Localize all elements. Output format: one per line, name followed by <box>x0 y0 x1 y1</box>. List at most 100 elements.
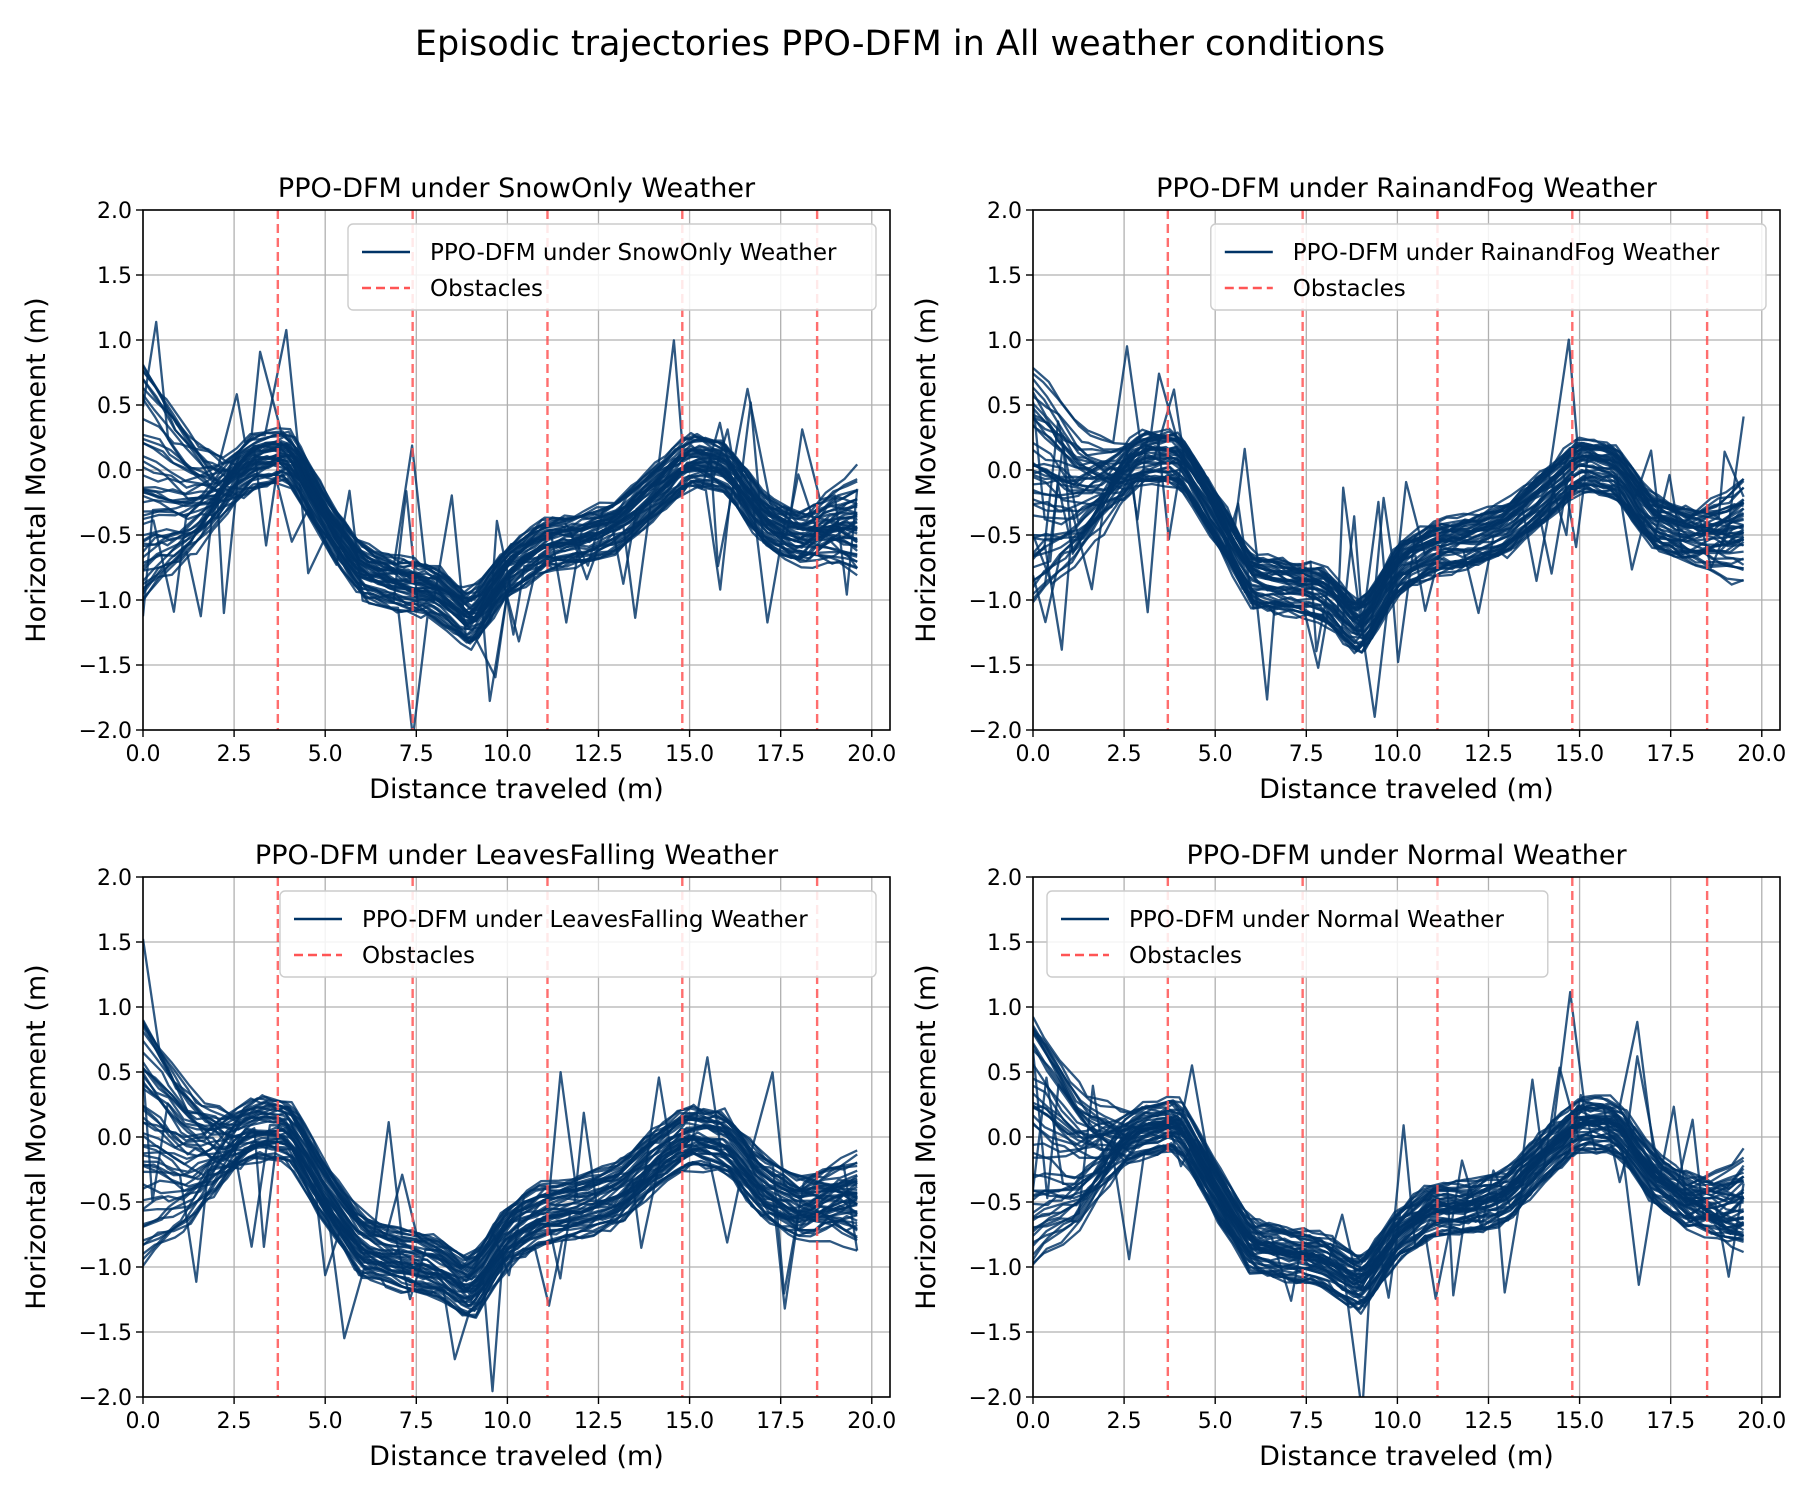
y-tick-label: −1.0 <box>969 1256 1022 1281</box>
y-tick-label: 0.0 <box>97 1126 132 1151</box>
trajectory-line <box>1033 378 1744 634</box>
figure-title: Episodic trajectories PPO-DFM in All wea… <box>415 24 1385 64</box>
x-tick-label: 15.0 <box>665 742 714 767</box>
trajectory-line <box>143 1145 858 1304</box>
x-tick-label: 7.5 <box>1289 1409 1324 1434</box>
x-tick-label: 20.0 <box>847 1409 896 1434</box>
y-tick-label: 0.5 <box>987 394 1022 419</box>
x-tick-label: 2.5 <box>217 742 252 767</box>
legend-label-trajectory: PPO-DFM under RainandFog Weather <box>1293 240 1720 266</box>
y-tick-label: −2.0 <box>969 1386 1022 1411</box>
panel-title: PPO-DFM under RainandFog Weather <box>1156 173 1658 204</box>
trajectory-line <box>1033 1120 1744 1291</box>
x-tick-label: 7.5 <box>1289 742 1324 767</box>
y-tick-label: 0.5 <box>97 394 132 419</box>
trajectory-line <box>1033 1101 1744 1261</box>
x-tick-label: 10.0 <box>483 1409 532 1434</box>
x-axis-label: Distance traveled (m) <box>369 774 664 805</box>
y-tick-label: 2.0 <box>97 199 132 224</box>
x-tick-label: 17.5 <box>1646 1409 1695 1434</box>
trajectory-line <box>143 1083 858 1291</box>
y-tick-label: 1.5 <box>97 931 132 956</box>
x-axis-label: Distance traveled (m) <box>1259 774 1554 805</box>
trajectory-line <box>1033 479 1745 654</box>
y-tick-label: 1.0 <box>987 996 1022 1021</box>
trajectories <box>1033 990 1745 1397</box>
legend-box <box>1046 890 1549 978</box>
y-tick-label: 2.0 <box>987 866 1022 891</box>
x-tick-label: 2.5 <box>217 1409 252 1434</box>
ticks: 0.0 2.5 5.0 7.5 10.0 12.5 15.0 17.5 20.0 −2.0 −1.5… <box>969 199 1787 767</box>
x-axis-label: Distance traveled (m) <box>369 1441 664 1472</box>
y-tick-label: 1.0 <box>97 996 132 1021</box>
trajectory-line <box>143 1074 858 1269</box>
trajectory-line <box>1033 436 1745 612</box>
x-tick-label: 20.0 <box>1737 742 1786 767</box>
y-tick-label: −1.5 <box>79 654 132 679</box>
x-tick-label: 20.0 <box>847 742 896 767</box>
trajectory-line <box>143 1122 858 1282</box>
trajectory-line <box>143 1152 858 1314</box>
trajectory-line <box>1033 445 1745 623</box>
legend-label-trajectory: PPO-DFM under SnowOnly Weather <box>430 240 837 266</box>
y-axis-label: Horizontal Movement (m) <box>911 964 942 1309</box>
trajectory-line <box>143 1067 858 1295</box>
x-tick-label: 10.0 <box>1373 1409 1422 1434</box>
trajectory-line <box>1033 482 1745 651</box>
x-tick-label: 17.5 <box>756 742 805 767</box>
y-tick-label: 0.5 <box>97 1061 132 1086</box>
y-tick-label: 0.5 <box>987 1061 1022 1086</box>
legend: PPO-DFM under LeavesFalling Weather Obsta… <box>279 890 877 978</box>
x-tick-label: 5.0 <box>308 742 343 767</box>
x-tick-label: 12.5 <box>574 742 623 767</box>
y-tick-label: 0.0 <box>987 1126 1022 1151</box>
legend-box <box>279 890 877 978</box>
y-tick-label: 2.0 <box>97 866 132 891</box>
trajectory-line <box>143 472 858 644</box>
y-axis-label: Horizontal Movement (m) <box>21 964 52 1309</box>
x-tick-label: 12.5 <box>574 1409 623 1434</box>
trajectory-line <box>1033 1063 1745 1304</box>
trajectory-line <box>143 433 859 613</box>
x-tick-label: 20.0 <box>1737 1409 1786 1434</box>
x-tick-label: 12.5 <box>1464 742 1513 767</box>
legend: PPO-DFM under Normal Weather Obstacles <box>1046 890 1549 978</box>
x-tick-label: 5.0 <box>308 1409 343 1434</box>
trajectory-line <box>143 378 858 619</box>
y-tick-label: −0.5 <box>79 1191 132 1216</box>
x-tick-label: 15.0 <box>1555 742 1604 767</box>
x-tick-label: 0.0 <box>1016 742 1051 767</box>
trajectory-line <box>1033 402 1745 633</box>
trajectory-line <box>143 1025 858 1393</box>
y-axis-label: Horizontal Movement (m) <box>21 297 52 642</box>
legend-box <box>347 223 877 311</box>
y-tick-label: −0.5 <box>969 1191 1022 1216</box>
x-tick-label: 17.5 <box>756 1409 805 1434</box>
x-tick-label: 17.5 <box>1646 742 1695 767</box>
panel-title: PPO-DFM under Normal Weather <box>1186 840 1627 871</box>
x-tick-label: 15.0 <box>665 1409 714 1434</box>
y-tick-label: −1.0 <box>79 589 132 614</box>
trajectory-line <box>143 440 858 618</box>
y-axis-label: Horizontal Movement (m) <box>911 297 942 642</box>
trajectory-line <box>143 471 858 644</box>
y-tick-label: −1.5 <box>969 654 1022 679</box>
y-tick-label: −0.5 <box>969 524 1022 549</box>
legend: PPO-DFM under SnowOnly Weather Obstacles <box>347 223 877 311</box>
trajectory-line <box>1033 1126 1744 1290</box>
y-tick-label: 0.0 <box>987 459 1022 484</box>
x-tick-label: 15.0 <box>1555 1409 1604 1434</box>
trajectory-line <box>143 1131 858 1294</box>
trajectory-line <box>143 442 858 617</box>
y-tick-label: 1.0 <box>97 329 132 354</box>
trajectory-line <box>1033 990 1744 1257</box>
trajectories <box>1033 338 1745 718</box>
y-tick-label: −2.0 <box>969 719 1022 744</box>
x-tick-label: 5.0 <box>1198 742 1233 767</box>
legend-label-obstacle: Obstacles <box>362 943 475 969</box>
chart-panel-3: PPO-DFM under LeavesFalling Weather 0.0 2.… <box>21 840 896 1472</box>
y-tick-label: 1.5 <box>987 931 1022 956</box>
y-tick-label: −1.0 <box>969 589 1022 614</box>
x-tick-label: 0.0 <box>126 742 161 767</box>
